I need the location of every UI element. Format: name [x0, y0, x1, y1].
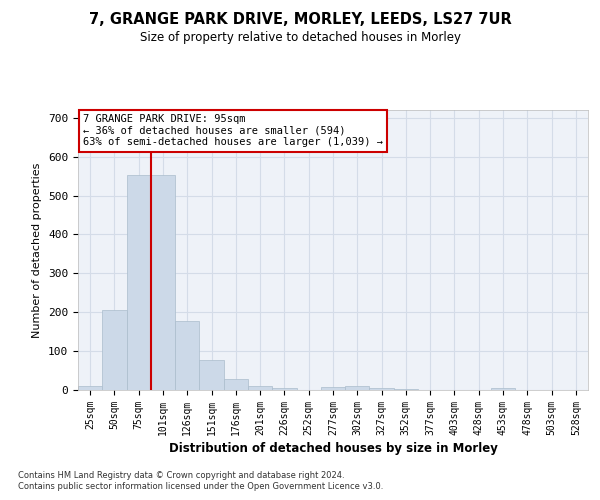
- Bar: [151, 175, 175, 390]
- Text: Contains HM Land Registry data © Crown copyright and database right 2024.: Contains HM Land Registry data © Crown c…: [18, 470, 344, 480]
- Bar: [102, 310, 127, 390]
- Bar: [248, 386, 272, 390]
- Bar: [345, 386, 370, 390]
- Text: Size of property relative to detached houses in Morley: Size of property relative to detached ho…: [139, 31, 461, 44]
- Bar: [370, 388, 394, 390]
- Text: Contains public sector information licensed under the Open Government Licence v3: Contains public sector information licen…: [18, 482, 383, 491]
- Y-axis label: Number of detached properties: Number of detached properties: [32, 162, 43, 338]
- Text: 7, GRANGE PARK DRIVE, MORLEY, LEEDS, LS27 7UR: 7, GRANGE PARK DRIVE, MORLEY, LEEDS, LS2…: [89, 12, 511, 28]
- Bar: [175, 321, 199, 390]
- Bar: [127, 175, 151, 390]
- Bar: [321, 386, 345, 390]
- Bar: [224, 379, 248, 390]
- Bar: [78, 386, 102, 390]
- Bar: [491, 388, 515, 390]
- Bar: [394, 389, 418, 390]
- Bar: [199, 360, 224, 390]
- Text: 7 GRANGE PARK DRIVE: 95sqm
← 36% of detached houses are smaller (594)
63% of sem: 7 GRANGE PARK DRIVE: 95sqm ← 36% of deta…: [83, 114, 383, 148]
- X-axis label: Distribution of detached houses by size in Morley: Distribution of detached houses by size …: [169, 442, 497, 455]
- Bar: [272, 388, 296, 390]
